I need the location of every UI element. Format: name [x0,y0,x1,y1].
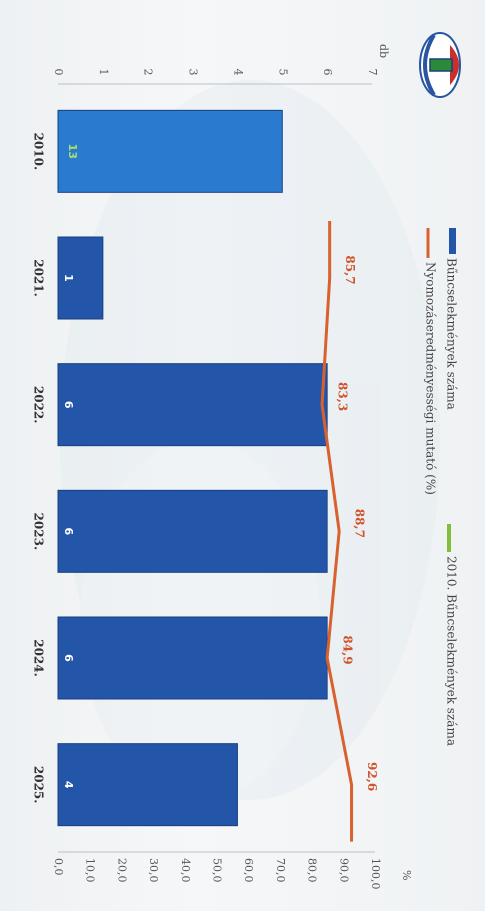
bar-value-label: 1 [62,274,75,282]
right-axis-tick: 90,0 [337,858,350,883]
left-axis-tick: 5 [276,69,289,76]
bar [57,236,104,320]
line-value-label: 85,7 [343,255,357,284]
line-value-label: 88,7 [353,509,367,538]
category-labels: 2010. 2021. 2022. 2023. 2024. 2025. [32,133,46,804]
right-axis-tick: 70,0 [274,858,287,883]
legend: Bűncselekmények száma Nyomozáseredményes… [424,228,459,746]
line-path [320,221,354,842]
legend-label-line: Nyomozáseredményességi mutató (%) [424,262,438,495]
left-axis-tick: 3 [187,69,200,76]
left-axis-tick: 4 [231,69,244,76]
bar-value-label: 4 [62,781,75,789]
left-axis-tick: 2 [142,69,155,76]
right-axis-tick: 0,0 [52,858,65,876]
bar [57,616,328,700]
right-axis-tick: 60,0 [242,858,255,883]
right-axis-tick: 40,0 [179,858,192,883]
right-axis-tick: 30,0 [147,858,160,883]
legend-item-bars: Bűncselekmények száma [445,228,459,410]
bar-value-label: 6 [62,654,75,662]
legend-item-line: Nyomozáseredményességi mutató (%) [424,228,438,495]
right-axis-tick: 80,0 [306,858,319,883]
right-axis-tick: 100,0 [369,858,382,890]
left-axis-tick: 6 [321,69,334,76]
line-value-label: 83,3 [336,382,350,411]
right-axis-tick: 10,0 [84,858,97,883]
legend-swatch-bars [449,228,456,254]
left-axis-tick: 1 [97,69,110,76]
right-axis-tick: 50,0 [211,858,224,883]
left-axis-tick: 7 [366,69,379,76]
left-axis-unit: db [377,44,390,58]
right-axis-tick: 20,0 [115,858,128,883]
bar-value-label: 6 [62,401,75,409]
category-label: 2010. [32,133,46,171]
bar [57,743,238,827]
category-label: 2024. [32,639,46,677]
left-axis: 0 1 2 3 4 5 6 7 [52,69,379,85]
bar [57,489,328,573]
category-label: 2023. [32,513,46,551]
right-axis-unit: % [400,870,413,880]
line-series: 85,7 83,3 88,7 84,9 92,6 [320,221,379,842]
crest-logo [419,32,461,98]
left-axis-tick: 0 [52,69,65,76]
line-value-label: 84,9 [341,635,355,664]
bar [57,363,328,447]
category-label: 2021. [32,259,46,297]
bar-value-label: 6 [62,528,75,536]
legend-label-2010: 2010. Bűncselekmények száma [445,556,459,746]
category-label: 2025. [32,766,46,804]
legend-item-2010: 2010. Bűncselekmények száma [445,524,459,746]
bar-2010-inner-label: 13 [66,144,79,159]
category-label: 2022. [32,386,46,424]
bar [57,109,283,193]
bars: 1 6 6 6 4 13 [57,109,328,827]
line-value-label: 92,6 [365,762,379,791]
right-axis: 0,0 10,0 20,0 30,0 40,0 50,0 60,0 70,0 80,0 90,0 1… [52,851,382,890]
legend-label-bars: Bűncselekmények száma [445,258,459,410]
